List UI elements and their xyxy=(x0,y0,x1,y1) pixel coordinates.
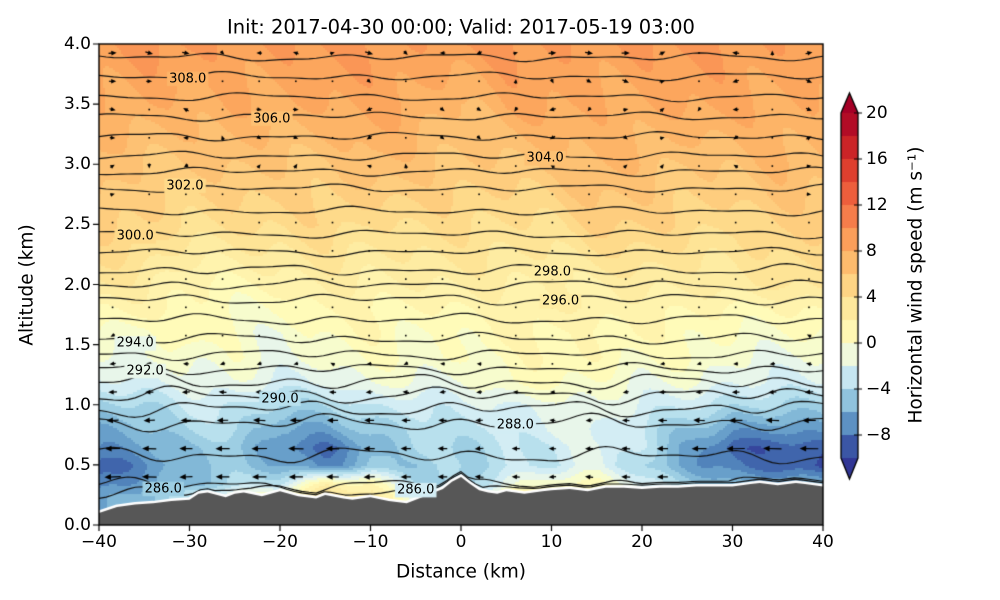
x-tick-label: −10 xyxy=(352,532,389,552)
x-tick-label: 40 xyxy=(812,532,834,552)
contour-label: 300.0 xyxy=(116,228,154,244)
y-tick-label: 0.0 xyxy=(63,515,91,535)
x-tick-label: 20 xyxy=(631,532,653,552)
x-tick-label: −30 xyxy=(171,532,208,552)
y-tick-label: 3.0 xyxy=(63,154,91,175)
x-tick-label: −20 xyxy=(262,532,298,552)
x-axis-label: Distance (km) xyxy=(396,561,526,583)
y-tick-label: 4.0 xyxy=(63,34,91,54)
colorbar-tick-label: 0 xyxy=(866,333,877,353)
y-tick-label: 1.5 xyxy=(63,334,91,355)
plot-title: Init: 2017-04-30 00:00; Valid: 2017-05-1… xyxy=(227,15,695,39)
contour-label: 288.0 xyxy=(496,417,534,433)
x-tick-label: 10 xyxy=(540,532,563,552)
x-tick-label: 30 xyxy=(721,532,744,552)
contour-label: 292.0 xyxy=(126,363,164,379)
colorbar-tick-label: 12 xyxy=(866,195,888,215)
contour-label: 306.0 xyxy=(253,111,291,127)
y-tick-label: 1.0 xyxy=(63,394,91,415)
y-tick-label: 2.0 xyxy=(63,274,91,295)
colorbar-tick-label: 4 xyxy=(866,287,877,307)
contour-label: 296.0 xyxy=(541,293,580,309)
y-tick-label: 0.5 xyxy=(63,454,91,475)
contour-label: 290.0 xyxy=(261,391,299,407)
colorbar-tick-label: −4 xyxy=(866,379,892,399)
contour-label: 302.0 xyxy=(166,178,204,194)
colorbar-tick-label: −8 xyxy=(866,425,892,445)
x-tick-label: −40 xyxy=(81,532,117,552)
contour-label: 286.0 xyxy=(144,481,182,497)
y-tick-label: 3.5 xyxy=(63,94,91,115)
contour-label: 298.0 xyxy=(533,264,571,280)
x-tick-label: 0 xyxy=(455,532,467,552)
contour-label: 286.0 xyxy=(397,482,435,498)
contour-label: 308.0 xyxy=(169,71,207,87)
contour-label: 304.0 xyxy=(526,150,564,166)
colorbar-label: Horizontal wind speed (m s⁻¹) xyxy=(905,146,927,424)
y-axis-label: Altitude (km) xyxy=(16,224,38,346)
y-tick-label: 2.5 xyxy=(63,214,91,235)
colorbar-tick-label: 20 xyxy=(866,103,888,123)
colorbar-tick-label: 16 xyxy=(866,149,888,169)
colorbar-tick-label: 8 xyxy=(866,241,877,261)
contour-label: 294.0 xyxy=(116,335,154,351)
